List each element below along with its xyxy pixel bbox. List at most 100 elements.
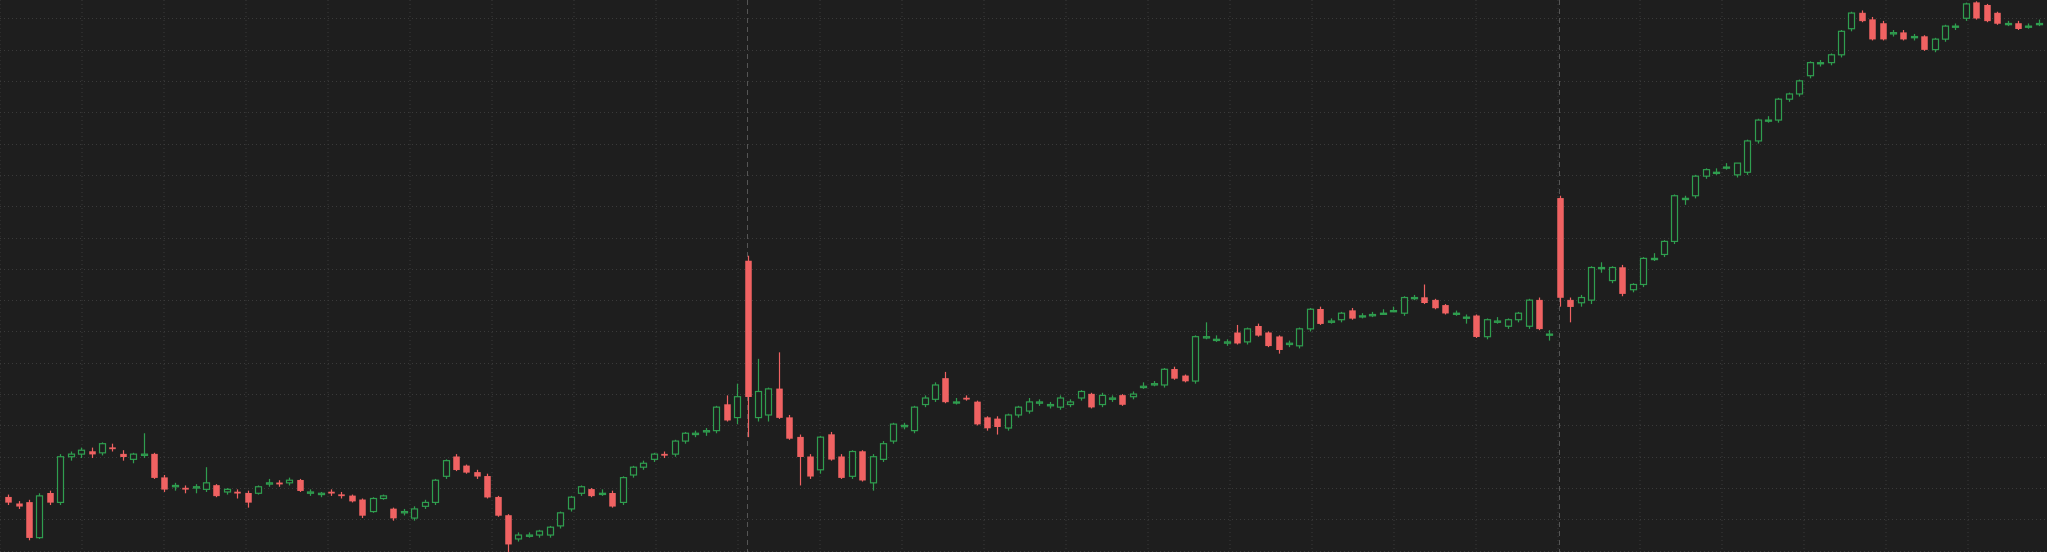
candle-body	[702, 430, 711, 433]
candle-body	[390, 508, 397, 519]
candle-body	[1129, 393, 1138, 398]
candle-body	[484, 476, 491, 498]
candle-body	[120, 453, 127, 457]
candle-body	[514, 534, 523, 540]
candle-body	[1139, 385, 1148, 389]
candle-body	[495, 496, 502, 516]
candle-body	[1984, 4, 1991, 22]
candle-body	[1191, 336, 1200, 382]
candle-body	[1764, 119, 1773, 122]
candle-body	[942, 378, 949, 403]
vertical-grid	[0, 0, 1969, 552]
candle-body	[431, 479, 440, 504]
candle-body	[889, 423, 898, 442]
candle-body	[359, 499, 366, 516]
candle-body	[1754, 119, 1763, 142]
candle-body	[1639, 257, 1648, 286]
candle-body	[1160, 368, 1169, 386]
candle-body	[650, 453, 659, 460]
candle-body	[1962, 3, 1971, 19]
candle-body	[192, 486, 201, 489]
candle-body	[974, 401, 981, 425]
candle-body	[349, 495, 356, 502]
candle-body	[1108, 397, 1117, 400]
candle-body	[306, 491, 315, 494]
candle-body	[1743, 140, 1752, 173]
candle-body	[317, 492, 326, 496]
candle-body	[2004, 22, 2013, 26]
candle-body	[681, 432, 690, 442]
candle-body	[453, 456, 460, 471]
candle-body	[1483, 319, 1492, 338]
candle-body	[1285, 342, 1294, 346]
candle-body	[47, 493, 54, 503]
candle-body	[1869, 19, 1876, 40]
candle-body	[1691, 175, 1700, 197]
candle-body	[265, 482, 274, 485]
candle-body	[5, 496, 12, 503]
candle-body	[1670, 195, 1679, 243]
candle-body	[1349, 310, 1356, 319]
candle-body	[1941, 25, 1950, 40]
candle-body	[1223, 341, 1232, 344]
candle-body	[691, 432, 700, 436]
candle-body	[1276, 336, 1283, 350]
candle-body	[369, 497, 378, 513]
candle-body	[1379, 312, 1388, 315]
candle-body	[963, 397, 970, 400]
candle-body	[1973, 2, 1980, 19]
candle-body	[213, 485, 220, 497]
candle-body	[838, 456, 845, 478]
candle-body	[328, 491, 335, 494]
candle-body	[1681, 197, 1690, 201]
candle-body	[1243, 328, 1252, 343]
candle-body	[764, 388, 773, 416]
candle-body	[1889, 32, 1898, 35]
candle-body	[1493, 320, 1502, 323]
candle-body	[1432, 299, 1439, 309]
candle-body	[56, 456, 65, 504]
candle-body	[505, 515, 512, 545]
candle-body	[1025, 401, 1034, 412]
candle-body	[661, 453, 668, 456]
candle-body	[1295, 328, 1304, 347]
candle-body	[1035, 401, 1044, 404]
candle-body	[556, 512, 565, 527]
candle-body	[733, 396, 742, 419]
candle-body	[994, 418, 1001, 427]
candle-body	[1202, 336, 1211, 339]
candle-body	[1525, 299, 1534, 327]
candle-body	[1473, 315, 1480, 337]
candle-body	[629, 466, 638, 476]
candle-body	[984, 417, 991, 429]
candle-body	[535, 530, 544, 536]
candle-body	[379, 495, 388, 500]
candle-body	[1660, 240, 1669, 256]
candle-body	[1733, 162, 1742, 176]
candle-body	[598, 492, 607, 496]
candle-body	[1514, 312, 1523, 321]
candle-body	[1150, 383, 1159, 386]
candle-body	[921, 397, 930, 406]
candle-body	[1931, 38, 1940, 51]
candle-body	[1806, 62, 1815, 77]
candle-body	[1994, 12, 2001, 24]
candle-body	[609, 493, 616, 507]
candle-body	[1421, 297, 1428, 304]
candle-body	[671, 440, 680, 455]
candle-body	[421, 501, 430, 507]
candle-body	[1712, 171, 1721, 175]
candle-body	[1056, 397, 1065, 408]
candle-body	[577, 486, 586, 494]
candle-body	[1545, 333, 1554, 336]
candle-body	[16, 503, 23, 507]
candle-body	[639, 462, 648, 468]
candle-body	[202, 482, 211, 490]
candle-body	[1088, 393, 1095, 408]
candle-body	[848, 450, 857, 477]
candle-body	[1702, 169, 1711, 177]
candle-body	[245, 493, 252, 503]
candle-body	[1265, 332, 1272, 347]
candle-body	[1462, 316, 1471, 319]
